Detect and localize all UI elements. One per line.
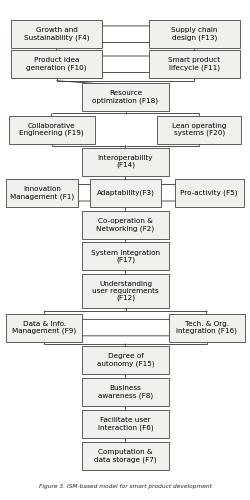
FancyBboxPatch shape — [82, 242, 168, 270]
Text: Figure 3. ISM-based model for smart product development: Figure 3. ISM-based model for smart prod… — [39, 484, 211, 489]
Text: Smart product
lifecycle (F11): Smart product lifecycle (F11) — [168, 58, 220, 71]
Text: Collaborative
Engineering (F19): Collaborative Engineering (F19) — [19, 123, 84, 136]
Text: Computation &
data storage (F7): Computation & data storage (F7) — [94, 450, 156, 463]
FancyBboxPatch shape — [6, 314, 82, 342]
FancyBboxPatch shape — [148, 20, 239, 48]
FancyBboxPatch shape — [82, 210, 168, 239]
FancyBboxPatch shape — [82, 378, 168, 406]
FancyBboxPatch shape — [82, 442, 168, 470]
FancyBboxPatch shape — [90, 178, 160, 207]
Text: Understanding
user requirements
(F12): Understanding user requirements (F12) — [92, 281, 158, 301]
Text: System Integration
(F17): System Integration (F17) — [91, 250, 159, 263]
FancyBboxPatch shape — [82, 346, 168, 374]
Text: Resource
optimization (F18): Resource optimization (F18) — [92, 90, 158, 104]
FancyBboxPatch shape — [148, 50, 239, 78]
Text: Tech. & Org.
integration (F16): Tech. & Org. integration (F16) — [176, 321, 236, 334]
Text: Product idea
generation (F10): Product idea generation (F10) — [26, 58, 86, 71]
Text: Data & Info.
Management (F9): Data & Info. Management (F9) — [12, 321, 76, 334]
FancyBboxPatch shape — [82, 410, 168, 438]
Text: Interoperability
(F14): Interoperability (F14) — [97, 155, 153, 168]
FancyBboxPatch shape — [82, 148, 168, 176]
FancyBboxPatch shape — [82, 274, 168, 308]
FancyBboxPatch shape — [82, 83, 168, 112]
Text: Supply chain
design (F13): Supply chain design (F13) — [170, 28, 217, 41]
Text: Business
awareness (F8): Business awareness (F8) — [98, 386, 152, 399]
FancyBboxPatch shape — [8, 116, 94, 144]
Text: Facilitate user
interaction (F6): Facilitate user interaction (F6) — [97, 418, 153, 431]
FancyBboxPatch shape — [174, 178, 242, 207]
FancyBboxPatch shape — [11, 50, 102, 78]
Text: Co-operation &
Networking (F2): Co-operation & Networking (F2) — [96, 218, 154, 232]
FancyBboxPatch shape — [168, 314, 244, 342]
Text: Degree of
autonomy (F15): Degree of autonomy (F15) — [96, 354, 154, 367]
Text: Growth and
Sustainability (F4): Growth and Sustainability (F4) — [24, 28, 89, 41]
Text: Adaptability(F3): Adaptability(F3) — [96, 190, 154, 196]
Text: Pro-activity (F5): Pro-activity (F5) — [180, 190, 237, 196]
FancyBboxPatch shape — [6, 178, 77, 207]
Text: Innovation
Management (F1): Innovation Management (F1) — [10, 186, 74, 200]
FancyBboxPatch shape — [157, 116, 240, 144]
Text: Lean operating
systems (F20): Lean operating systems (F20) — [172, 123, 226, 136]
FancyBboxPatch shape — [11, 20, 102, 48]
